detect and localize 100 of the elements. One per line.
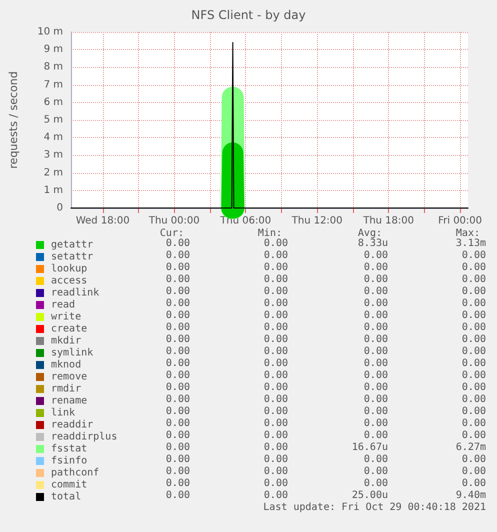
text: 0.00 xyxy=(460,286,486,298)
y-tick-label: 0 xyxy=(56,202,63,214)
text: 0.00 xyxy=(362,262,388,274)
text: 0.00 xyxy=(164,466,190,478)
text: 0.00 xyxy=(164,250,190,262)
legend-label: link xyxy=(51,408,76,418)
legend-label: access xyxy=(51,276,88,286)
text: 0.00 xyxy=(362,430,388,442)
text: 0.00 xyxy=(164,274,190,286)
text: 3.13m xyxy=(454,238,486,250)
legend-label: mknod xyxy=(51,360,82,370)
y-tick-label: 1 m xyxy=(44,184,63,196)
legend-label: getattr xyxy=(51,240,94,250)
text: 0.00 xyxy=(164,238,190,250)
legend-label: readlink xyxy=(51,288,100,298)
text: Cur: xyxy=(158,228,184,239)
text: 8.33u xyxy=(356,238,388,250)
text: 0.00 xyxy=(164,286,190,298)
text: 0.00 xyxy=(460,430,486,442)
legend-label: lookup xyxy=(51,264,88,274)
text: 0.00 xyxy=(460,322,486,334)
text: 0.00 xyxy=(460,358,486,370)
text: 0.00 xyxy=(164,442,190,454)
text: Last update: Fri Oct 29 00:40:18 2021 xyxy=(262,502,486,514)
text: 6.27m xyxy=(454,442,486,454)
legend-label: commit xyxy=(51,480,88,490)
text: 0.00 xyxy=(362,478,388,490)
text: 0.00 xyxy=(460,298,486,310)
text: 0.00 xyxy=(262,250,288,262)
text: 0.00 xyxy=(262,442,288,454)
legend-label: readdir xyxy=(51,420,94,430)
y-tick-label: 10 m xyxy=(37,26,63,38)
text: 0.00 xyxy=(362,418,388,430)
text: 0.00 xyxy=(362,454,388,466)
text: 0.00 xyxy=(460,394,486,406)
legend-label: fsinfo xyxy=(51,456,88,466)
text: 0.00 xyxy=(262,274,288,286)
text: 0.00 xyxy=(262,286,288,298)
text: 0.00 xyxy=(262,466,288,478)
text: 0.00 xyxy=(362,394,388,406)
text: 0.00 xyxy=(460,382,486,394)
x-tick-label: Wed 18:00 xyxy=(76,216,130,226)
text: 0.00 xyxy=(460,334,486,346)
text: 0.00 xyxy=(362,466,388,478)
legend-label: remove xyxy=(51,372,88,382)
text: 0.00 xyxy=(164,418,190,430)
text: 0.00 xyxy=(460,370,486,382)
text: 0.00 xyxy=(262,430,288,442)
text: 0.00 xyxy=(262,370,288,382)
text: 0.00 xyxy=(166,430,190,441)
text: 0.00 xyxy=(362,358,388,370)
text: 0.00 xyxy=(362,382,388,394)
text: 16.67u xyxy=(350,442,388,454)
x-tick-label: Thu 18:00 xyxy=(362,216,414,226)
text: 9.40m xyxy=(454,490,486,502)
text: 0.00 xyxy=(362,250,388,262)
legend-label: fsstat xyxy=(51,444,88,454)
text: 0.00 xyxy=(362,370,388,382)
text: 0.00 xyxy=(164,322,190,334)
text: Max: xyxy=(454,228,480,239)
legend-label: readdirplus xyxy=(51,432,118,442)
text: 0.00 xyxy=(262,478,288,490)
text: 0.00 xyxy=(262,322,288,334)
text: 0.00 xyxy=(262,382,288,394)
text: 0.00 xyxy=(262,358,288,370)
legend-label: create xyxy=(51,324,88,334)
legend-label: rmdir xyxy=(51,384,82,394)
x-tick-label: Thu 00:00 xyxy=(148,216,200,226)
x-tick-label: Fri 00:00 xyxy=(438,216,482,226)
chart-title: NFS Client - by day xyxy=(191,8,306,22)
x-tick-label: Thu 12:00 xyxy=(290,216,343,226)
text: 0.00 xyxy=(262,454,288,466)
text: 0.00 xyxy=(262,490,288,502)
text: Avg: xyxy=(356,228,382,239)
text: 0.00 xyxy=(362,274,388,286)
text: 0.00 xyxy=(164,358,190,370)
text: 0.00 xyxy=(460,406,486,418)
legend-label: setattr xyxy=(51,252,94,262)
text: 0.00 xyxy=(262,406,288,418)
y-tick-label: 4 m xyxy=(44,132,63,144)
y-tick-label: 2 m xyxy=(44,167,63,178)
text: 0.00 xyxy=(460,466,486,478)
text: 0.00 xyxy=(362,310,388,322)
y-tick-label: 5 m xyxy=(44,114,63,126)
text: 0.00 xyxy=(164,490,190,502)
text: 0.00 xyxy=(164,454,190,466)
text: 0.00 xyxy=(164,394,190,406)
text: 0.00 xyxy=(262,310,288,322)
text: 0.00 xyxy=(164,262,190,274)
text: 0.00 xyxy=(460,418,486,430)
text: 0.00 xyxy=(164,346,190,358)
text: 0.00 xyxy=(362,406,388,418)
text: 0.00 xyxy=(362,334,388,346)
text: 0.00 xyxy=(262,394,288,406)
text: 0.00 xyxy=(460,346,486,358)
text: 0.00 xyxy=(460,454,486,466)
text: 0.00 xyxy=(262,262,288,274)
text: 0.00 xyxy=(262,298,288,310)
text: 0.00 xyxy=(164,478,190,490)
y-tick-label: 6 m xyxy=(44,96,63,108)
